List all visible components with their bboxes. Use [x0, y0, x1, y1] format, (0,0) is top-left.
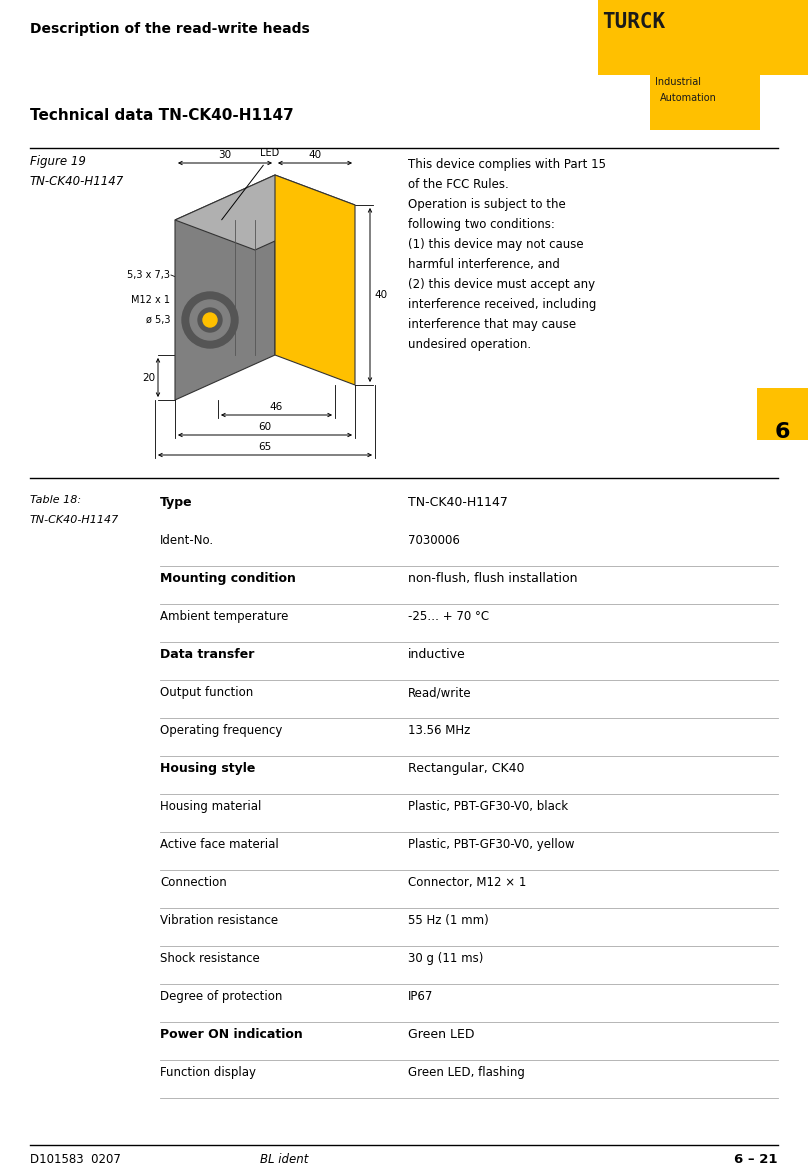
Text: Active face material: Active face material	[160, 838, 279, 851]
Text: Green LED, flashing: Green LED, flashing	[408, 1066, 525, 1079]
Text: 30 g (11 ms): 30 g (11 ms)	[408, 951, 483, 965]
Text: ø 5,3: ø 5,3	[145, 315, 170, 325]
Text: Read/write: Read/write	[408, 686, 472, 698]
Text: LED: LED	[260, 148, 280, 159]
Text: 46: 46	[269, 402, 283, 412]
Text: Shock resistance: Shock resistance	[160, 951, 259, 965]
Text: 6: 6	[774, 422, 789, 442]
Text: Technical data TN-CK40-H1147: Technical data TN-CK40-H1147	[30, 108, 294, 122]
Text: interference received, including: interference received, including	[408, 298, 596, 311]
Text: Ambient temperature: Ambient temperature	[160, 610, 288, 623]
Text: Plastic, PBT-GF30-V0, yellow: Plastic, PBT-GF30-V0, yellow	[408, 838, 574, 851]
Text: Vibration resistance: Vibration resistance	[160, 914, 278, 927]
Text: (1) this device may not cause: (1) this device may not cause	[408, 238, 583, 251]
Text: interference that may cause: interference that may cause	[408, 318, 576, 331]
Text: 7030006: 7030006	[408, 534, 460, 547]
Text: Function display: Function display	[160, 1066, 256, 1079]
FancyBboxPatch shape	[598, 0, 808, 75]
FancyBboxPatch shape	[757, 388, 808, 440]
Text: (2) this device must accept any: (2) this device must accept any	[408, 278, 595, 292]
Text: 60: 60	[259, 422, 271, 431]
Circle shape	[198, 308, 222, 332]
Text: 20: 20	[142, 373, 155, 382]
Text: BL ident: BL ident	[260, 1153, 309, 1166]
Text: inductive: inductive	[408, 648, 465, 661]
Text: TN-CK40-H1147: TN-CK40-H1147	[408, 496, 508, 510]
Circle shape	[203, 312, 217, 326]
Text: 55 Hz (1 mm): 55 Hz (1 mm)	[408, 914, 489, 927]
Polygon shape	[175, 175, 355, 250]
Text: 30: 30	[218, 150, 232, 160]
Text: Mounting condition: Mounting condition	[160, 573, 296, 585]
Text: Industrial: Industrial	[655, 77, 701, 87]
Text: Green LED: Green LED	[408, 1028, 474, 1041]
Text: Ident-No.: Ident-No.	[160, 534, 214, 547]
Text: Output function: Output function	[160, 686, 253, 698]
Text: Connection: Connection	[160, 876, 227, 888]
Text: 40: 40	[309, 150, 322, 160]
Text: Housing material: Housing material	[160, 800, 261, 813]
Polygon shape	[275, 175, 355, 385]
Text: Plastic, PBT-GF30-V0, black: Plastic, PBT-GF30-V0, black	[408, 800, 568, 813]
Text: Automation: Automation	[660, 93, 717, 103]
Text: Type: Type	[160, 496, 192, 510]
Text: Degree of protection: Degree of protection	[160, 990, 282, 1003]
Text: following two conditions:: following two conditions:	[408, 218, 555, 231]
Text: Power ON indication: Power ON indication	[160, 1028, 303, 1041]
Text: harmful interference, and: harmful interference, and	[408, 258, 560, 271]
Text: 40: 40	[374, 290, 387, 300]
Text: of the FCC Rules.: of the FCC Rules.	[408, 178, 509, 191]
Polygon shape	[175, 175, 275, 400]
Text: TN-CK40-H1147: TN-CK40-H1147	[30, 515, 120, 525]
FancyBboxPatch shape	[650, 72, 760, 129]
Text: Data transfer: Data transfer	[160, 648, 255, 661]
Text: D101583  0207: D101583 0207	[30, 1153, 121, 1166]
Text: Table 18:: Table 18:	[30, 496, 81, 505]
Text: IP67: IP67	[408, 990, 433, 1003]
Text: 5,3 x 7,3: 5,3 x 7,3	[127, 271, 170, 280]
Text: TN-CK40-H1147: TN-CK40-H1147	[30, 175, 124, 188]
Text: Connector, M12 × 1: Connector, M12 × 1	[408, 876, 526, 888]
Text: M12 x 1: M12 x 1	[131, 295, 170, 305]
Text: 6 – 21: 6 – 21	[734, 1153, 778, 1166]
Text: This device complies with Part 15: This device complies with Part 15	[408, 159, 606, 171]
Text: Rectangular, CK40: Rectangular, CK40	[408, 763, 524, 775]
Text: 13.56 MHz: 13.56 MHz	[408, 724, 470, 737]
Text: Description of the read-write heads: Description of the read-write heads	[30, 22, 309, 36]
Text: non-flush, flush installation: non-flush, flush installation	[408, 573, 578, 585]
Text: TURCK: TURCK	[602, 12, 665, 31]
Text: -25… + 70 °C: -25… + 70 °C	[408, 610, 489, 623]
Text: undesired operation.: undesired operation.	[408, 338, 531, 351]
Circle shape	[190, 300, 230, 340]
Circle shape	[182, 292, 238, 347]
Text: 65: 65	[259, 442, 271, 452]
Text: Operating frequency: Operating frequency	[160, 724, 282, 737]
Text: Figure 19: Figure 19	[30, 155, 86, 168]
Text: Housing style: Housing style	[160, 763, 255, 775]
Text: Operation is subject to the: Operation is subject to the	[408, 198, 566, 211]
